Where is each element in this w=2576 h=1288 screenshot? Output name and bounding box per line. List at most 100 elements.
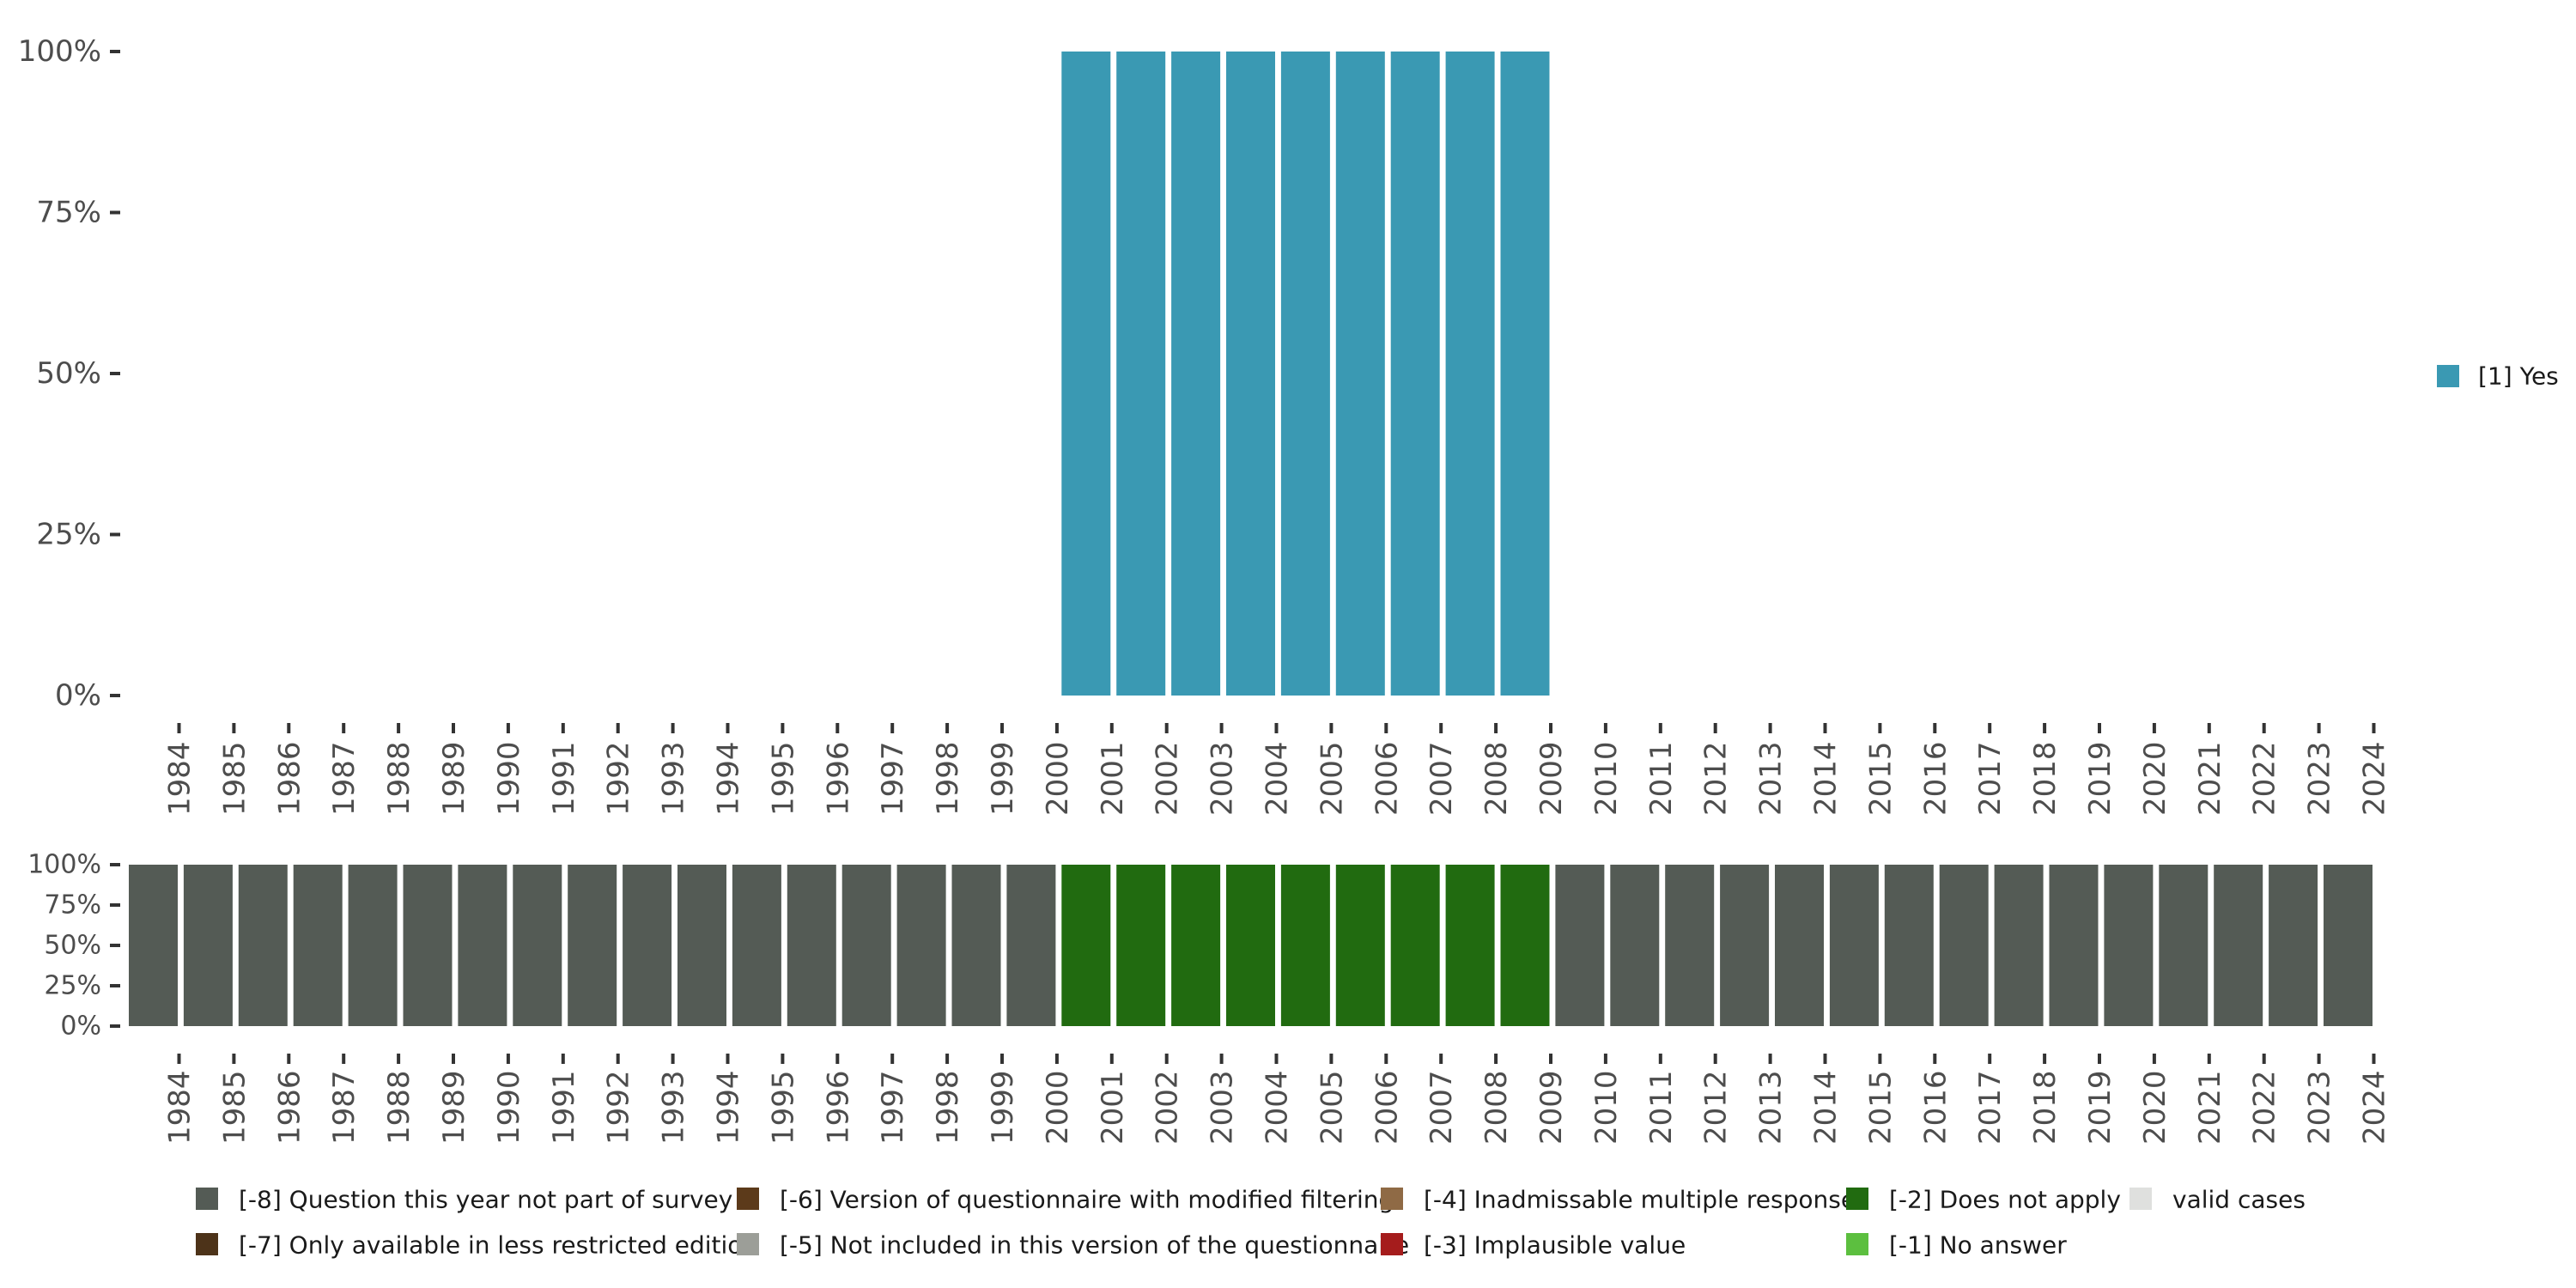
- legend-label: [-4] Inadmissable multiple response: [1424, 1186, 1856, 1214]
- x-tick-label: 1987: [327, 1070, 361, 1145]
- bar: [403, 865, 453, 1026]
- y-tick-label: 0%: [55, 678, 101, 713]
- bar: [1335, 52, 1385, 696]
- legend-key: [737, 1188, 759, 1210]
- bar: [1226, 52, 1275, 696]
- bar: [1555, 865, 1605, 1026]
- y-tick-label: 25%: [44, 971, 101, 1001]
- legend-key: [196, 1188, 218, 1210]
- x-tick-label: 1992: [602, 741, 636, 816]
- x-tick-label: 2009: [1534, 741, 1569, 816]
- x-tick-label: 2004: [1261, 741, 1295, 816]
- x-tick-label: 1998: [931, 741, 965, 816]
- bar: [1994, 865, 2044, 1026]
- x-tick-label: 1988: [382, 1070, 416, 1145]
- x-tick-label: 2011: [1644, 1070, 1679, 1145]
- x-tick-label: 1988: [382, 741, 416, 816]
- x-tick-label: 2010: [1589, 741, 1624, 816]
- x-tick-label: 1996: [821, 741, 855, 816]
- x-tick-label: 1997: [876, 741, 910, 816]
- x-tick-label: 2006: [1370, 741, 1404, 816]
- x-tick-label: 1985: [217, 741, 252, 816]
- x-tick-label: 1994: [712, 1070, 746, 1145]
- x-tick-label: 1992: [602, 1070, 636, 1145]
- x-tick-label: 2021: [2193, 1070, 2227, 1145]
- legend-label: [1] Yes: [2478, 362, 2559, 391]
- legend-key: [737, 1233, 759, 1255]
- legend-label: [-1] No answer: [1889, 1231, 2067, 1260]
- y-tick-label: 100%: [27, 850, 101, 880]
- x-tick-label: 1999: [986, 741, 1020, 816]
- x-tick-label: 2001: [1096, 1070, 1130, 1145]
- bar: [2269, 865, 2318, 1026]
- x-tick-label: 1998: [931, 1070, 965, 1145]
- x-tick-label: 2011: [1644, 741, 1679, 816]
- x-tick-label: 1996: [821, 1070, 855, 1145]
- bottom-chart-panel: 0% 25% 50% 75% 100% 1984 1985 1986 1987 1988 1989 1…: [27, 850, 2391, 1145]
- x-tick-label: 2018: [2028, 1070, 2063, 1145]
- bar: [1116, 52, 1166, 696]
- x-tick-label: 2001: [1096, 741, 1130, 816]
- x-tick-label: 2020: [2138, 741, 2172, 816]
- x-tick-label: 2006: [1370, 1070, 1404, 1145]
- bar: [896, 865, 946, 1026]
- y-tick-label: 0%: [60, 1012, 101, 1042]
- legend-label: [-5] Not included in this version of the…: [780, 1231, 1409, 1260]
- legend-label: [-6] Version of questionnaire with modif…: [780, 1186, 1394, 1214]
- x-tick-label: 2002: [1151, 741, 1185, 816]
- legend-key: [1381, 1233, 1403, 1255]
- x-tick-label: 2018: [2028, 741, 2063, 816]
- x-tick-label: 2019: [2083, 741, 2117, 816]
- x-tick-label: 1987: [327, 741, 361, 816]
- bar: [787, 865, 836, 1026]
- top-chart-panel: 0% 25% 50% 75% 100% 1984 1985 1986 1987 1988 1989 1…: [18, 34, 2392, 816]
- x-tick-label: 1999: [986, 1070, 1020, 1145]
- x-tick-label: 2015: [1863, 741, 1898, 816]
- x-tick-label: 1995: [766, 741, 800, 816]
- x-tick-label: 2021: [2193, 741, 2227, 816]
- legend-label: [-8] Question this year not part of surv…: [239, 1186, 732, 1214]
- bar: [2159, 865, 2208, 1026]
- legend-label: [-2] Does not apply: [1889, 1186, 2121, 1214]
- bar: [1061, 52, 1111, 696]
- bar: [1226, 865, 1275, 1026]
- bottom-chart-legend: [-8] Question this year not part of surv…: [196, 1186, 2306, 1260]
- legend-label: valid cases: [2172, 1186, 2306, 1214]
- x-tick-label: 2016: [1918, 741, 1953, 816]
- x-tick-label: 2005: [1315, 1070, 1349, 1145]
- bar: [1445, 52, 1495, 696]
- x-tick-label: 1993: [657, 1070, 691, 1145]
- legend-key: [2129, 1188, 2152, 1210]
- x-tick-label: 2020: [2138, 1070, 2172, 1145]
- y-tick-label: 50%: [36, 356, 101, 391]
- x-tick-label: 2013: [1754, 1070, 1789, 1145]
- x-tick-label: 1985: [217, 1070, 252, 1145]
- x-tick-label: 2023: [2303, 741, 2337, 816]
- x-tick-label: 1990: [492, 1070, 526, 1145]
- x-tick-label: 1986: [272, 741, 307, 816]
- x-tick-label: 2014: [1809, 741, 1844, 816]
- bar: [1061, 865, 1111, 1026]
- y-tick-label: 100%: [18, 34, 101, 69]
- x-tick-label: 2008: [1479, 741, 1514, 816]
- bar: [2104, 865, 2154, 1026]
- bar: [1829, 865, 1879, 1026]
- legend-key: [1381, 1188, 1403, 1210]
- x-tick-label: 1989: [437, 741, 471, 816]
- bar: [1775, 865, 1824, 1026]
- bar: [1116, 865, 1166, 1026]
- bar: [951, 865, 1001, 1026]
- x-tick-label: 1984: [163, 741, 197, 816]
- bar: [1500, 52, 1550, 696]
- bar: [1006, 865, 1056, 1026]
- bar: [2324, 865, 2372, 1026]
- bar: [1500, 865, 1550, 1026]
- bar: [623, 865, 672, 1026]
- legend-key: [2437, 365, 2459, 387]
- x-tick-label: 2010: [1589, 1070, 1624, 1145]
- x-tick-label: 2000: [1041, 1070, 1075, 1145]
- x-tick-label: 2024: [2358, 741, 2392, 816]
- bar: [1390, 865, 1440, 1026]
- x-tick-label: 2022: [2248, 741, 2282, 816]
- x-tick-label: 2012: [1699, 1070, 1734, 1145]
